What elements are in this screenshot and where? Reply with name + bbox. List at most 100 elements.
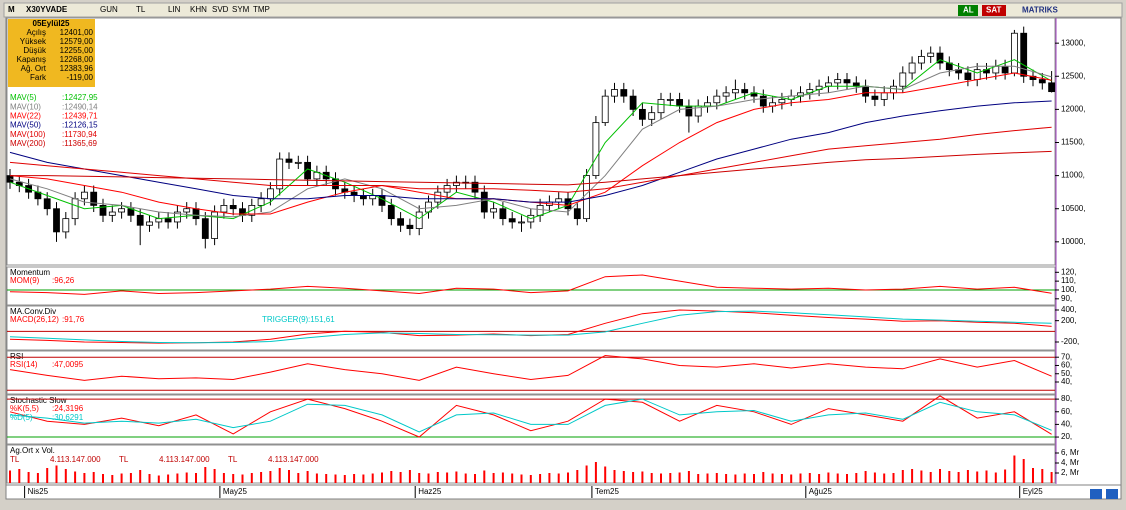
- candle-body: [480, 191, 488, 213]
- volume-bar: [176, 473, 179, 483]
- volume-bar: [427, 473, 430, 483]
- volume-bar: [325, 474, 328, 483]
- legend-name: MACD(26,12): [10, 315, 59, 324]
- volume-bar: [297, 473, 300, 483]
- y-tick-label: 6, Mr: [1061, 448, 1080, 457]
- legend-name: RSI(14): [10, 360, 38, 369]
- candle-body: [741, 89, 749, 94]
- candle-body: [973, 69, 981, 80]
- toolbar-button[interactable]: TL: [136, 5, 146, 14]
- volume-bar: [18, 469, 21, 483]
- volume-bar: [548, 473, 551, 483]
- volume-bar: [241, 474, 244, 483]
- legend-name: TL: [119, 455, 129, 464]
- candle-body: [676, 99, 683, 107]
- candle-body: [666, 99, 674, 101]
- legend-name: TRIGGER(9): [262, 315, 309, 324]
- panel-title: MA.Conv.Div: [10, 307, 56, 316]
- candle-body: [81, 191, 88, 200]
- candle-body: [890, 85, 897, 94]
- volume-bar: [948, 471, 951, 483]
- buy-button[interactable]: AL: [963, 6, 974, 15]
- nav-icon[interactable]: [1106, 489, 1118, 499]
- y-tick-label: -200,: [1061, 337, 1079, 346]
- y-tick-label: 50,: [1061, 369, 1072, 378]
- candle-body: [918, 56, 925, 64]
- volume-bar: [436, 472, 439, 483]
- candle-body: [862, 85, 869, 97]
- volume-bar: [343, 475, 346, 483]
- panel-title: Momentum: [10, 268, 50, 277]
- nav-icon[interactable]: [1090, 489, 1102, 499]
- x-tick-label: May25: [223, 487, 248, 496]
- sell-button-bg[interactable]: [982, 5, 1006, 16]
- volume-bar: [976, 471, 979, 483]
- legend-name: TL: [228, 455, 238, 464]
- candle-body: [71, 198, 79, 220]
- candle-body: [732, 89, 739, 94]
- candle-body: [843, 79, 851, 84]
- candle-body: [927, 52, 935, 57]
- y-tick-label: 13000,: [1061, 38, 1085, 47]
- volume-bar: [771, 473, 774, 483]
- legend-name: MAV(10): [10, 102, 41, 111]
- volume-bar: [260, 472, 263, 483]
- candle-body: [648, 112, 656, 120]
- volume-bar: [650, 473, 653, 483]
- candle-body: [573, 208, 581, 220]
- toolbar-button[interactable]: SVD: [212, 5, 229, 14]
- volume-bar: [1050, 472, 1053, 483]
- toolbar-button[interactable]: SYM: [232, 5, 250, 14]
- candle-body: [192, 208, 200, 220]
- volume-bar: [687, 471, 690, 483]
- buy-button-bg[interactable]: [958, 5, 978, 16]
- info-box: [8, 19, 95, 87]
- legend-name: %D(5): [10, 413, 33, 422]
- info-label: Kapanış: [17, 55, 46, 64]
- candle-body: [397, 218, 405, 226]
- volume-bar: [1004, 469, 1007, 483]
- candle-body: [1038, 79, 1046, 84]
- legend-name: MAV(200): [10, 139, 46, 148]
- candle-body: [629, 95, 637, 110]
- volume-bar: [529, 475, 532, 483]
- y-tick-label: 40,: [1061, 377, 1072, 386]
- volume-bar: [511, 473, 514, 483]
- toolbar-button[interactable]: TMP: [253, 5, 270, 14]
- volume-bar: [567, 472, 569, 483]
- volume-bar: [9, 470, 11, 483]
- toolbar: [3, 2, 1123, 18]
- info-value: 12579,00: [60, 37, 94, 46]
- candle-body: [583, 175, 590, 220]
- volume-bar: [994, 472, 997, 483]
- volume-bar: [418, 473, 421, 483]
- legend-value: :96,26: [52, 276, 75, 285]
- volume-bar: [64, 469, 67, 483]
- volume-bar: [399, 472, 402, 483]
- candle-body: [201, 218, 209, 239]
- candle-body: [592, 122, 600, 177]
- volume-bar: [474, 474, 476, 483]
- volume-bar: [966, 470, 969, 483]
- candle-body: [406, 224, 414, 229]
- volume-bar: [464, 473, 467, 483]
- candle-body: [108, 211, 116, 216]
- toolbar-button[interactable]: LIN: [168, 5, 181, 14]
- legend-name: %K(5,5): [10, 404, 39, 413]
- volume-bar: [576, 470, 579, 483]
- indicator-line: [9, 65, 1052, 218]
- candle-body: [639, 108, 646, 120]
- volume-bar: [613, 470, 616, 483]
- volume-bar: [669, 473, 672, 483]
- candle-body: [304, 161, 312, 180]
- legend-value: :12490,14: [62, 102, 98, 111]
- volume-bar: [1041, 469, 1044, 483]
- legend-value: :151,61: [308, 315, 335, 324]
- volume-bar: [120, 473, 123, 483]
- toolbar-button[interactable]: GUN: [100, 5, 118, 14]
- y-tick-label: 120,: [1061, 267, 1077, 276]
- sell-button[interactable]: SAT: [986, 6, 1002, 15]
- toolbar-button[interactable]: KHN: [190, 5, 207, 14]
- volume-bar: [139, 470, 142, 483]
- volume-bar: [315, 473, 318, 483]
